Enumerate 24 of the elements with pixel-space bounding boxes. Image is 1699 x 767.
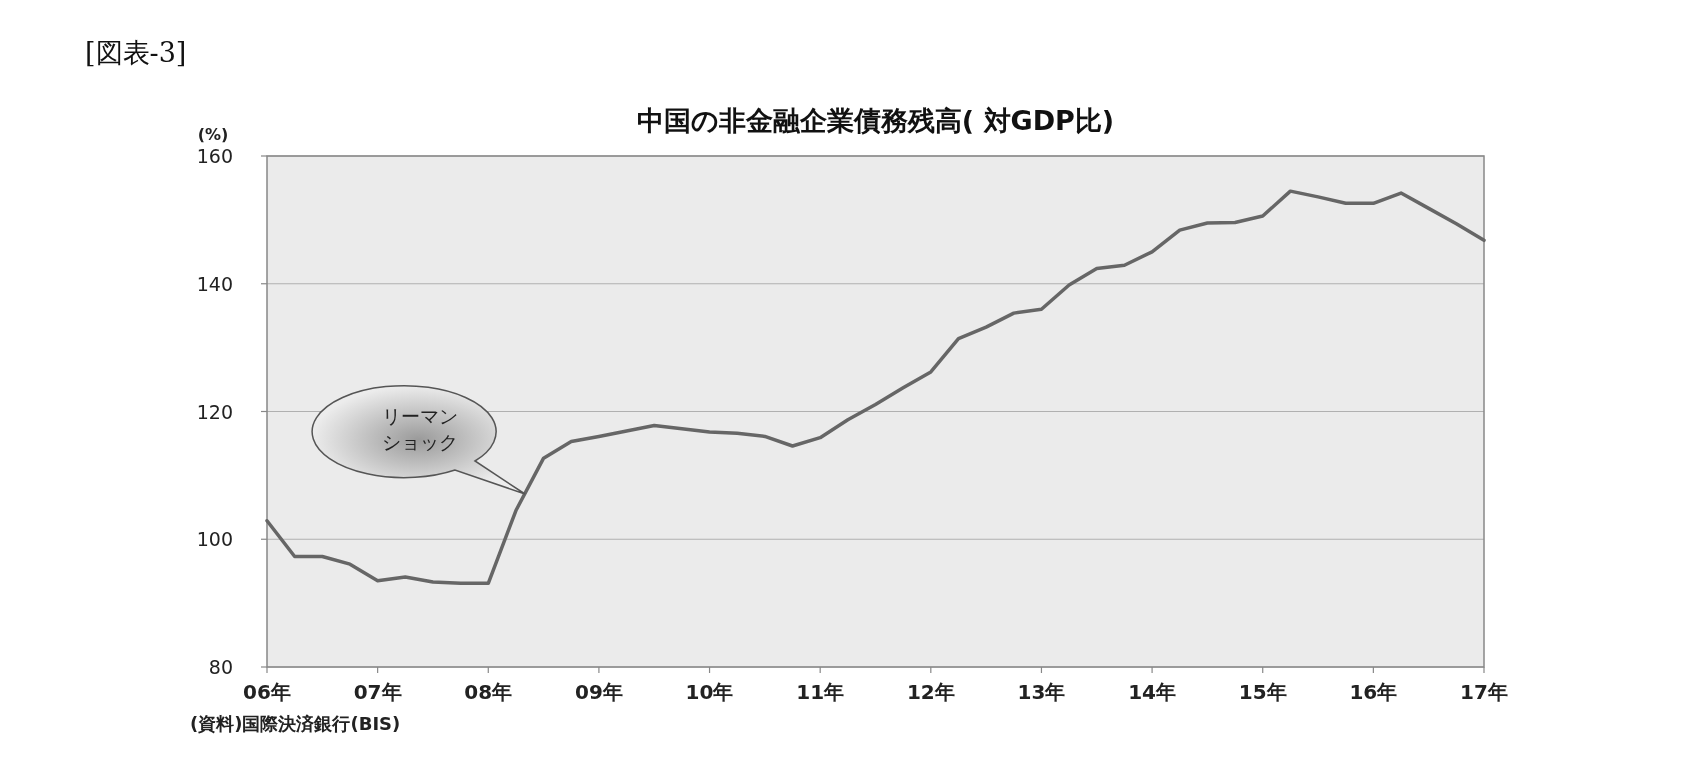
x-tick-label: 09年	[574, 680, 623, 704]
x-tick-label: 10年	[685, 680, 734, 704]
x-tick-label: 13年	[1017, 680, 1066, 704]
line-series	[265, 189, 1486, 586]
x-tick-label: 06年	[243, 680, 291, 704]
x-tick-label: 07年	[353, 680, 402, 704]
x-tick-label: 17年	[1460, 680, 1508, 704]
y-tick-label: 80	[208, 656, 233, 678]
x-tick-label: 15年	[1238, 680, 1287, 704]
x-tick-label: 12年	[906, 680, 955, 704]
y-tick-label: 100	[196, 528, 233, 551]
annotation: ショック	[382, 431, 458, 453]
y-tick-label: 140	[196, 272, 233, 295]
x-tick-label: 11年	[796, 680, 845, 704]
y-axis-title: (%)	[197, 125, 229, 144]
chart-title: 中国の非金融企業債務残高( 対GDP比)	[636, 105, 1115, 136]
y-tick-label: 160	[196, 145, 233, 167]
y-tick-label: 120	[196, 400, 233, 423]
x-tick-label: 16年	[1349, 680, 1398, 704]
annotation: リーマン	[382, 405, 458, 427]
text: (資料)国際決済銀行(BIS)	[190, 713, 401, 734]
x-tick-label: 14年	[1128, 680, 1177, 704]
x-tick-label: 08年	[464, 680, 513, 704]
text: [図表-3]	[85, 37, 187, 68]
